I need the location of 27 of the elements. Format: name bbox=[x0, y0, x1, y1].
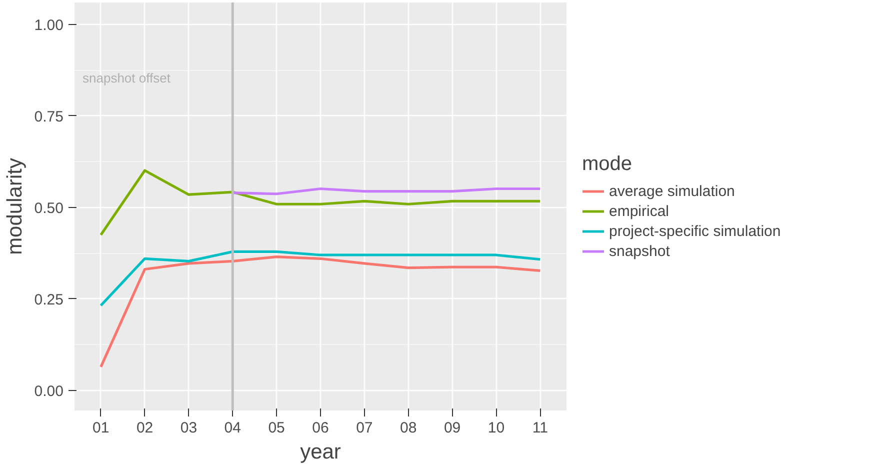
y-tick-label: 1.00 bbox=[34, 16, 64, 34]
y-tick-label: 0.50 bbox=[34, 200, 64, 217]
x-tick-label: 07 bbox=[356, 420, 373, 436]
x-tick-label: 03 bbox=[180, 420, 198, 436]
legend-label: average simulation bbox=[609, 182, 735, 200]
x-tick-label: 05 bbox=[268, 420, 285, 436]
line-series bbox=[100, 169, 542, 236]
x-tick-label: 04 bbox=[224, 420, 241, 436]
line-series bbox=[100, 250, 542, 307]
y-axis-title: modularity bbox=[3, 158, 26, 255]
x-tick-label: 09 bbox=[444, 420, 461, 436]
legend-label: empirical bbox=[609, 202, 670, 220]
legend-title: mode bbox=[582, 153, 634, 176]
x-tick-label: 11 bbox=[532, 420, 548, 436]
y-tick-label: 0.00 bbox=[34, 382, 64, 400]
annotation: snapshot offset bbox=[82, 70, 171, 86]
x-tick-label: 08 bbox=[400, 420, 417, 436]
line-series bbox=[100, 256, 542, 368]
x-tick-label: 10 bbox=[488, 420, 505, 436]
legend-label: snapshot bbox=[609, 242, 670, 260]
x-tick-label: 01 bbox=[92, 420, 110, 436]
legend-label: project-specific simulation bbox=[609, 222, 781, 240]
x-axis-title: year bbox=[300, 440, 341, 464]
x-tick-label: 06 bbox=[312, 420, 329, 436]
y-tick-label: 0.75 bbox=[34, 108, 64, 126]
y-tick-label: 0.25 bbox=[34, 291, 64, 308]
x-tick-label: 02 bbox=[136, 420, 154, 436]
